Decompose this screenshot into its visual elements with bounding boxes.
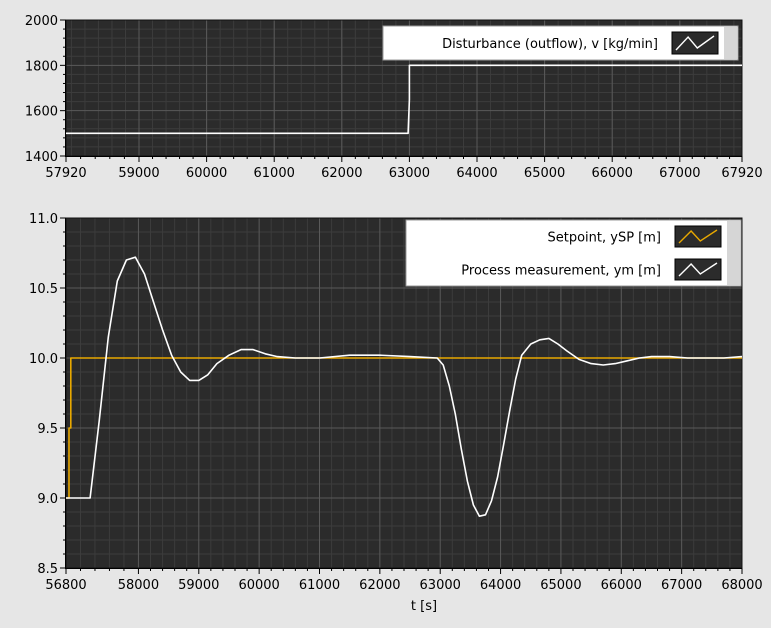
x-tick-label: 60000 xyxy=(186,166,227,181)
x-tick-label: 61000 xyxy=(254,166,295,181)
series-line-1 xyxy=(66,64,742,135)
y-tick-label: 10.5 xyxy=(29,282,58,297)
x-tick-label: 61000 xyxy=(299,578,340,593)
y-tick-label: 9.0 xyxy=(37,492,58,507)
x-tick-label: 62000 xyxy=(321,166,362,181)
legend: Disturbance (outflow), v [kg/min] xyxy=(382,25,739,61)
x-tick-label: 59000 xyxy=(178,578,219,593)
x-tick-label: 62000 xyxy=(359,578,400,593)
x-tick-label: 57920 xyxy=(45,166,86,181)
legend-swatch xyxy=(674,258,722,281)
x-axis-label: t [s] xyxy=(411,599,437,614)
series-line-2 xyxy=(66,256,742,518)
chart-2: 8.5 9.0 9.5 10.0 10.5 11.0 56800 58000 59000 6000… xyxy=(29,212,763,614)
legend-scroll-strip xyxy=(724,27,737,59)
y-tick-label: 11.0 xyxy=(29,212,58,227)
x-tick-label: 63000 xyxy=(420,578,461,593)
legend: Setpoint, ySP [m] Process measurement, ym… xyxy=(405,219,742,287)
y-tick-label: 1600 xyxy=(25,105,58,120)
legend-label: Disturbance (outflow), v [kg/min] xyxy=(442,37,658,52)
x-tick-label: 64000 xyxy=(456,166,497,181)
y-tick-label: 1800 xyxy=(25,59,58,74)
y-tick-label: 1400 xyxy=(25,150,58,165)
y-tick-label: 2000 xyxy=(25,14,58,29)
y-tick-label: 9.5 xyxy=(37,422,58,437)
legend-scroll-strip xyxy=(727,221,740,285)
x-tick-label: 56800 xyxy=(45,578,86,593)
x-tick-label: 67000 xyxy=(661,578,702,593)
x-tick-label: 65000 xyxy=(524,166,565,181)
x-tick-label: 63000 xyxy=(389,166,430,181)
legend-swatch-line xyxy=(675,35,715,51)
x-tick-label: 60000 xyxy=(238,578,279,593)
x-tick-label: 58000 xyxy=(118,578,159,593)
y-tick-label: 10.0 xyxy=(29,352,58,367)
legend-swatch-line xyxy=(678,262,718,277)
x-tick-label: 59000 xyxy=(118,166,159,181)
legend-swatch xyxy=(674,225,722,248)
x-tick-label: 67000 xyxy=(659,166,700,181)
chart-1: 1400 1600 1800 2000 57920 59000 60000 61000 6200… xyxy=(25,14,763,181)
legend-label: Setpoint, ySP [m] xyxy=(548,231,662,246)
legend-label: Process measurement, ym [m] xyxy=(461,264,661,279)
x-tick-label: 68000 xyxy=(721,578,762,593)
y-tick-label: 8.5 xyxy=(37,562,58,577)
x-tick-label: 66000 xyxy=(592,166,633,181)
x-tick-label: 65000 xyxy=(540,578,581,593)
x-tick-label: 67920 xyxy=(721,166,762,181)
legend-swatch xyxy=(671,31,719,55)
legend-swatch-line xyxy=(678,229,718,244)
x-tick-label: 64000 xyxy=(480,578,521,593)
x-tick-label: 66000 xyxy=(601,578,642,593)
